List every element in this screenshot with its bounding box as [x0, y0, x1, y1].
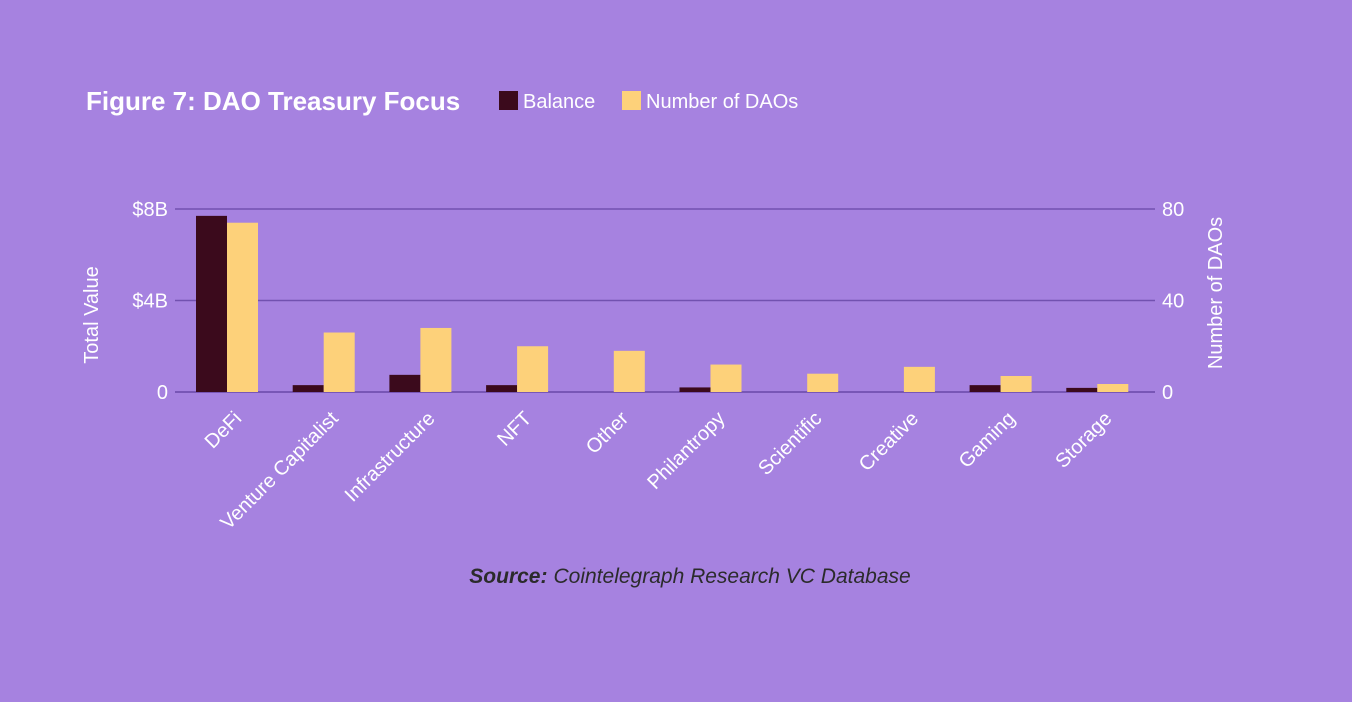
category-label-nft: NFT: [493, 408, 536, 451]
legend-swatch-1: [622, 91, 641, 110]
bar-balance-nft: [486, 385, 518, 392]
legend-swatch-0: [499, 91, 518, 110]
right-tick-label-0: 0: [1162, 382, 1173, 404]
bar-daos-storage: [1097, 383, 1129, 392]
left-tick-label-0: 0: [157, 382, 168, 404]
category-label-other: Other: [582, 407, 633, 458]
right-tick-label-2: 80: [1162, 199, 1184, 221]
category-label-gaming: Gaming: [955, 408, 1020, 473]
bar-daos-philantropy: [710, 364, 742, 392]
bar-daos-defi: [227, 222, 258, 392]
legend-label-1: Number of DAOs: [646, 91, 798, 113]
category-label-philantropy: Philantropy: [643, 408, 729, 494]
bar-daos-creative: [903, 366, 935, 392]
chart-title: Figure 7: DAO Treasury Focus: [86, 86, 460, 116]
y2-axis-title: Number of DAOs: [1205, 217, 1227, 369]
bar-daos-nft: [517, 346, 549, 392]
category-label-defi: DeFi: [201, 408, 246, 453]
bar-balance-defi: [196, 215, 227, 392]
bars: [196, 215, 1129, 392]
bar-daos-infrastructure: [420, 327, 452, 392]
bar-daos-venture-capitalist: [323, 332, 355, 392]
y-axis-title: Total Value: [81, 266, 103, 363]
category-label-scientific: Scientific: [754, 408, 826, 480]
gridlines: [175, 208, 1155, 393]
bar-daos-other: [613, 350, 645, 392]
left-tick-label-1: $4B: [132, 291, 168, 313]
legend-label-0: Balance: [523, 91, 595, 113]
left-axis-ticks: 0 $4B $8B: [132, 199, 168, 404]
left-tick-label-2: $8B: [132, 199, 168, 221]
legend: Balance Number of DAOs: [499, 91, 798, 113]
bar-balance-infrastructure: [389, 374, 421, 392]
bar-balance-venture-capitalist: [292, 385, 324, 392]
category-label-storage: Storage: [1051, 408, 1116, 473]
bar-balance-philantropy: [679, 387, 711, 392]
bar-balance-gaming: [969, 385, 1001, 392]
bar-daos-gaming: [1000, 375, 1032, 392]
source-note: Source: Cointelegraph Research VC Databas…: [469, 565, 910, 588]
source-label: Source:: [469, 565, 547, 588]
bar-daos-scientific: [807, 373, 839, 392]
source-text: Cointelegraph Research VC Database: [553, 565, 910, 588]
right-axis-ticks: 0 40 80: [1162, 199, 1184, 404]
right-tick-label-1: 40: [1162, 291, 1184, 313]
bar-balance-storage: [1066, 387, 1098, 392]
category-label-creative: Creative: [855, 408, 923, 476]
category-label-infrastructure: Infrastructure: [341, 408, 440, 507]
